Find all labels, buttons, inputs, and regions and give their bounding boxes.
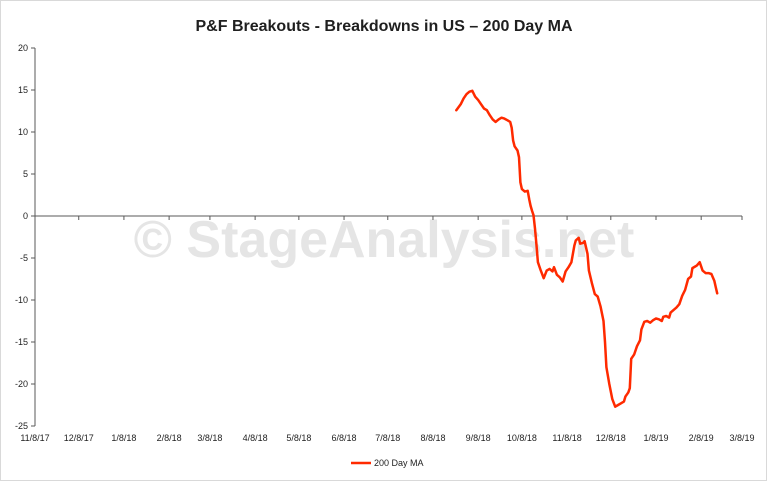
x-tick-label: 10/8/18 xyxy=(507,433,537,443)
x-tick-label: 11/8/17 xyxy=(20,433,49,443)
x-tick-label: 1/8/18 xyxy=(111,433,136,443)
y-tick-label: -10 xyxy=(15,295,28,305)
x-tick-label: 12/8/18 xyxy=(596,433,626,443)
watermark: © StageAnalysis.net xyxy=(134,211,635,269)
x-tick-label: 11/8/18 xyxy=(552,433,581,443)
x-tick-label: 7/8/18 xyxy=(375,433,400,443)
y-tick-label: 15 xyxy=(18,85,28,95)
x-axis: 11/8/17 12/8/17 1/8/18 2/8/18 3/8/18 4/8/18 5/… xyxy=(20,215,755,443)
y-tick-label: -20 xyxy=(15,379,28,389)
y-tick-label: -15 xyxy=(15,337,28,347)
legend-label-200-day-ma: 200 Day MA xyxy=(374,458,424,468)
y-tick-label: 0 xyxy=(23,211,28,221)
x-tick-label: 9/8/18 xyxy=(466,433,491,443)
x-tick-label: 3/8/19 xyxy=(729,433,754,443)
chart-title: P&F Breakouts - Breakdowns in US – 200 D… xyxy=(196,18,573,35)
series-group xyxy=(455,89,719,408)
series-line-200-day-ma xyxy=(455,89,719,408)
legend: 200 Day MA xyxy=(351,458,424,468)
x-tick-label: 12/8/17 xyxy=(64,433,94,443)
y-axis: 20 15 10 5 0 -5 -10 -15 -20 -25 xyxy=(15,43,36,431)
y-tick-label: -25 xyxy=(15,421,28,431)
y-tick-label: 10 xyxy=(18,127,28,137)
x-tick-label: 8/8/18 xyxy=(420,433,445,443)
x-tick-label: 5/8/18 xyxy=(286,433,311,443)
y-tick-label: 20 xyxy=(18,43,28,53)
x-tick-label: 2/8/18 xyxy=(157,433,182,443)
x-tick-label: 2/8/19 xyxy=(689,433,714,443)
x-tick-label: 4/8/18 xyxy=(243,433,268,443)
x-tick-label: 3/8/18 xyxy=(197,433,222,443)
y-tick-label: 5 xyxy=(23,169,28,179)
x-tick-label: 6/8/18 xyxy=(332,433,357,443)
x-tick-label: 1/8/19 xyxy=(643,433,668,443)
y-tick-label: -5 xyxy=(20,253,28,263)
